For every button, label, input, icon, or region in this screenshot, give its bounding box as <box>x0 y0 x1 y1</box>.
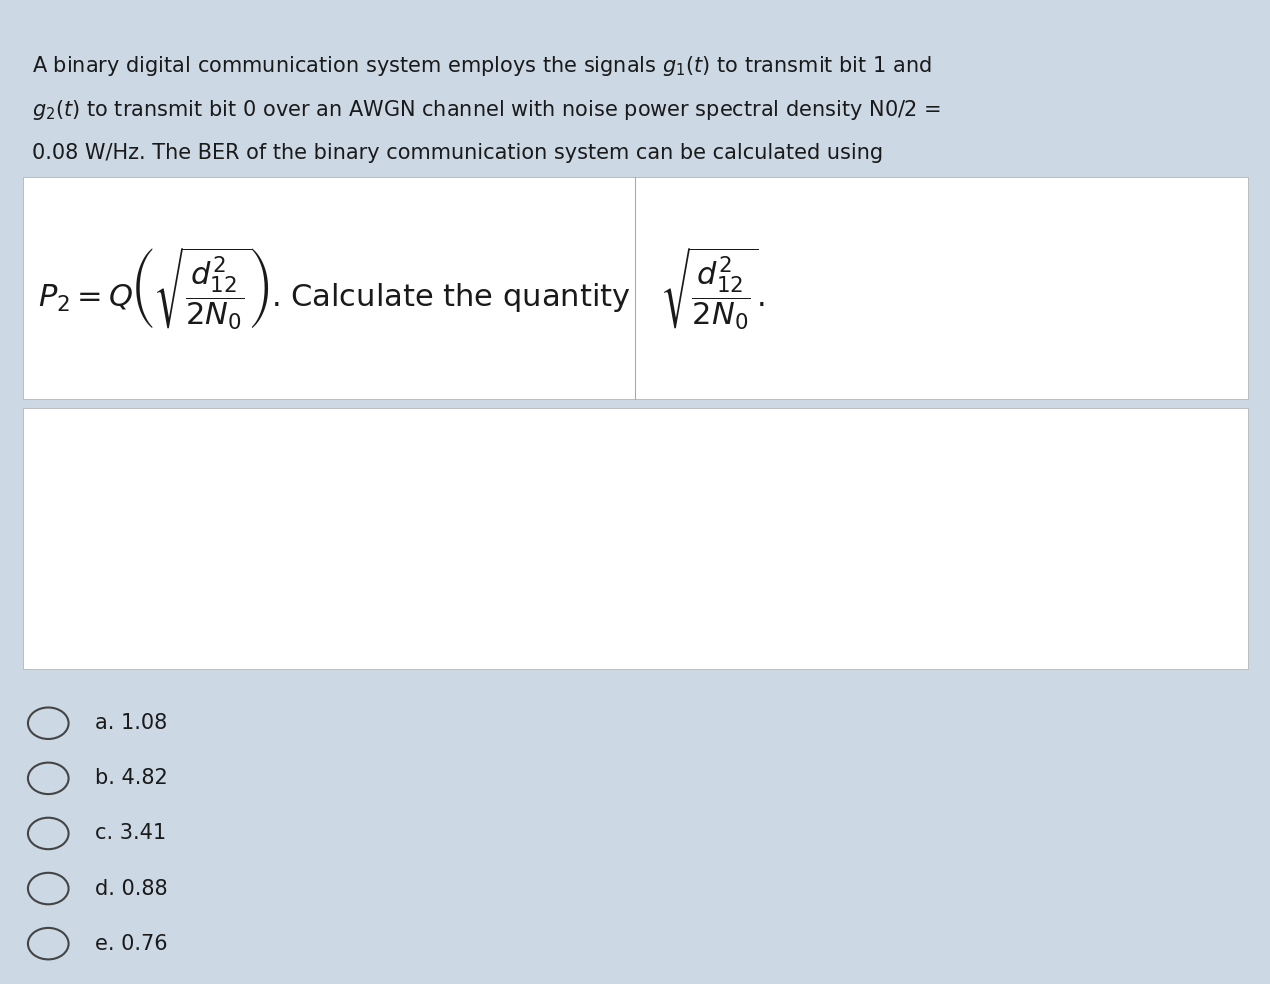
Text: 5: 5 <box>497 643 508 660</box>
Text: $g_2(t)$ to transmit bit 0 over an AWGN channel with noise power spectral densit: $g_2(t)$ to transmit bit 0 over an AWGN … <box>32 98 941 122</box>
Text: $P_2 = Q\left(\sqrt{\dfrac{d_{12}^2}{2N_0}}\right)$. Calculate the quantity: $P_2 = Q\left(\sqrt{\dfrac{d_{12}^2}{2N_… <box>38 245 631 331</box>
Text: e. 0.76: e. 0.76 <box>95 934 168 953</box>
Text: a. 1.08: a. 1.08 <box>95 713 168 733</box>
Text: $t$: $t$ <box>348 626 357 645</box>
Text: 0.08 W/Hz. The BER of the binary communication system can be calculated using: 0.08 W/Hz. The BER of the binary communi… <box>32 143 883 162</box>
Text: $\sqrt{\dfrac{d_{12}^2}{2N_0}}$.: $\sqrt{\dfrac{d_{12}^2}{2N_0}}$. <box>660 245 765 331</box>
Text: d. 0.88: d. 0.88 <box>95 879 168 898</box>
Text: $g_1(t)$: $g_1(t)$ <box>173 539 215 561</box>
Text: c. 3.41: c. 3.41 <box>95 824 166 843</box>
Text: 0: 0 <box>711 645 721 662</box>
Text: A binary digital communication system employs the signals $g_1(t)$ to transmit b: A binary digital communication system em… <box>32 54 932 78</box>
Text: 5: 5 <box>1109 645 1119 662</box>
Text: $e^{-t}$: $e^{-t}$ <box>814 530 843 551</box>
Text: $g_2(t)$: $g_2(t)$ <box>739 429 781 451</box>
Text: 0: 0 <box>147 643 157 660</box>
Text: b. 4.82: b. 4.82 <box>95 769 168 788</box>
Text: $t$: $t$ <box>841 629 850 647</box>
Text: 1: 1 <box>710 475 720 494</box>
